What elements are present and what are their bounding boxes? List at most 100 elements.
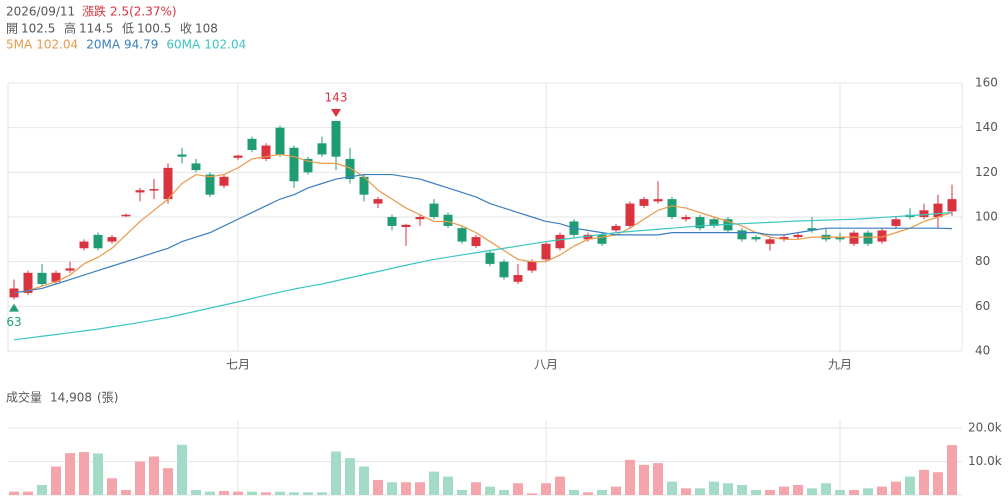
legend-value: 102.04	[36, 38, 78, 52]
candle-body	[163, 167, 173, 200]
candle-body	[415, 217, 425, 220]
volume-bar	[429, 471, 439, 495]
volume-bar	[233, 491, 243, 495]
ohlc-label: 低	[122, 22, 134, 36]
volume-tick-label: 20.0k	[968, 421, 1002, 435]
ohlc-label: 收	[180, 22, 192, 36]
candle-body	[471, 237, 481, 247]
volume-bar	[79, 452, 89, 495]
volume-bar	[695, 488, 705, 495]
candle-body	[891, 219, 901, 226]
volume-bar	[541, 483, 551, 495]
volume-bar	[93, 453, 103, 495]
volume-value: 14,908	[50, 391, 92, 405]
ma-line	[13, 211, 953, 341]
candle-body	[835, 237, 845, 240]
volume-bar	[555, 476, 565, 495]
volume-bar	[471, 482, 481, 495]
volume-bar	[331, 451, 341, 495]
candle-body	[9, 288, 19, 298]
candle-body	[205, 174, 215, 195]
y-tick-label: 140	[975, 120, 998, 134]
volume-bar	[261, 492, 271, 495]
legend-name: 60MA	[166, 38, 201, 52]
max-marker	[331, 108, 341, 117]
candle-body	[219, 176, 229, 186]
candle-body	[247, 138, 257, 150]
candle-body	[611, 225, 621, 231]
volume-bar	[863, 488, 873, 495]
candle-body	[737, 230, 747, 240]
volume-bar	[303, 492, 313, 495]
volume-bar	[513, 483, 523, 495]
candle-body	[37, 272, 47, 284]
candle-body	[289, 147, 299, 182]
ohlc-value: 102.5	[21, 22, 55, 36]
volume-bar	[877, 486, 887, 495]
volume-bar	[597, 489, 607, 495]
candle-body	[429, 203, 439, 217]
volume-bar	[667, 481, 677, 495]
candle-body	[135, 190, 145, 193]
volume-bar	[933, 472, 943, 495]
candle-body	[23, 272, 33, 293]
date: 2026/09/11	[6, 5, 75, 19]
change-label: 漲跌	[82, 4, 106, 19]
min-marker	[9, 303, 19, 312]
volume-bar	[373, 479, 383, 495]
volume-bar	[9, 491, 19, 495]
volume-bar	[611, 486, 621, 495]
candle-body	[849, 232, 859, 244]
candle-body	[149, 189, 159, 191]
candle-body	[919, 210, 929, 217]
volume-bar	[37, 484, 47, 495]
volume-bar	[135, 461, 145, 495]
candle-body	[387, 217, 397, 226]
candle-body	[947, 199, 957, 212]
volume-bar	[457, 489, 467, 495]
candle-body	[597, 234, 607, 244]
y-tick-label: 40	[975, 344, 990, 358]
volume-bar	[23, 491, 33, 495]
candle-body	[303, 158, 313, 173]
candle-body	[653, 199, 663, 202]
ohlc-value: 100.5	[137, 22, 171, 36]
volume-bar	[317, 492, 327, 495]
volume-bar	[499, 489, 509, 495]
y-tick-label: 120	[975, 165, 998, 179]
max-label: 143	[325, 90, 348, 104]
volume-bar	[751, 489, 761, 495]
candle-body	[695, 217, 705, 229]
volume-bar	[625, 459, 635, 495]
volume-bar	[485, 486, 495, 495]
volume-bar	[121, 489, 131, 495]
candle-body	[807, 228, 817, 231]
volume-bar	[821, 483, 831, 495]
min-label: 63	[6, 315, 21, 329]
volume-bar	[275, 491, 285, 495]
volume-bar	[149, 456, 159, 495]
volume-bar	[681, 488, 691, 495]
volume-tick-label: 10.0k	[968, 454, 1002, 468]
volume-bar	[359, 466, 369, 495]
candle-body	[877, 230, 887, 242]
volume-bar	[709, 481, 719, 495]
y-tick-label: 160	[975, 76, 998, 90]
candle-body	[751, 237, 761, 240]
volume-bar	[345, 458, 355, 495]
candle-body	[93, 234, 103, 249]
candle-body	[443, 214, 453, 226]
volume-bar	[205, 491, 215, 495]
candle-body	[527, 261, 537, 271]
volume-bar	[779, 486, 789, 495]
candle-body	[331, 120, 341, 157]
candle-body	[107, 237, 117, 242]
candle-body	[51, 272, 61, 282]
candle-body	[499, 261, 509, 278]
candle-body	[261, 145, 271, 159]
candle-body	[667, 199, 677, 217]
candle-body	[583, 234, 593, 240]
volume-bar	[793, 484, 803, 495]
volume-unit: (張)	[97, 391, 118, 405]
